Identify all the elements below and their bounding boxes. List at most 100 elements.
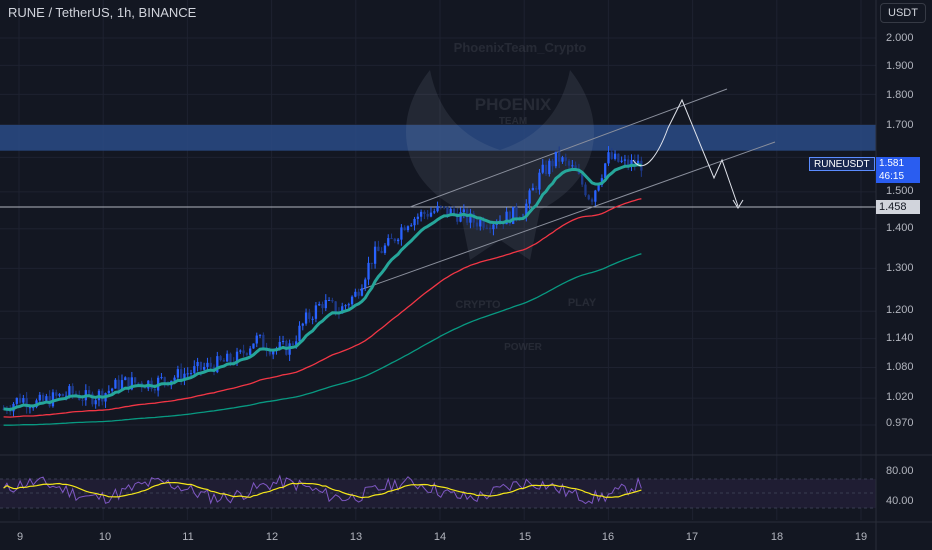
candle-body [193, 366, 196, 374]
x-tick-label: 14 [433, 531, 447, 543]
candle-body [574, 165, 577, 171]
candle-body [183, 373, 186, 381]
last-price-value: 1.581 [879, 158, 905, 169]
candle-body [153, 388, 157, 391]
watermark-text: POWER [504, 342, 543, 353]
candle-body [180, 369, 183, 381]
currency-button[interactable]: USDT [880, 3, 926, 23]
candle-body [423, 211, 426, 214]
candle-body [25, 398, 28, 408]
candle-body [314, 305, 318, 319]
candle-body [475, 222, 479, 227]
candle-body [252, 343, 255, 349]
x-tick-label: 19 [854, 531, 868, 543]
symbol-title: RUNE / TetherUS, 1h, BINANCE [8, 5, 197, 20]
candle-body [235, 351, 239, 364]
candle-body [242, 350, 245, 354]
candle-body [604, 163, 607, 179]
candle-body [403, 227, 406, 231]
candle-body [127, 377, 130, 390]
candle-body [22, 398, 25, 403]
candle-body [311, 318, 314, 320]
y-tick-label: 1.800 [886, 89, 914, 101]
candle-body [387, 238, 390, 246]
candle-body [419, 211, 423, 217]
y-tick-label: 1.080 [886, 361, 914, 373]
candle-body [68, 386, 71, 396]
candle-body [87, 390, 91, 394]
candle-body [51, 392, 55, 407]
candle-body [160, 377, 163, 379]
candle-body [255, 335, 258, 344]
candle-body [377, 246, 380, 252]
bar-countdown: 46:15 [879, 171, 905, 182]
candle-body [538, 172, 541, 190]
candle-body [196, 361, 199, 367]
candle-body [515, 206, 518, 218]
watermark-text: PhoenixTeam_Crypto [454, 40, 587, 55]
candle-body [32, 407, 35, 409]
candle-body [64, 395, 68, 397]
candle-body [558, 151, 561, 162]
watermark-text: TEAM [499, 116, 527, 127]
candle-body [364, 279, 367, 289]
candle-body [130, 377, 133, 390]
candle-body [107, 390, 110, 394]
candle-body [380, 251, 383, 253]
candle-body [45, 396, 48, 401]
candle-body [173, 377, 176, 381]
candle-body [258, 334, 262, 336]
phoenix-logo-icon [406, 70, 594, 260]
candle-body [439, 206, 442, 208]
candle-body [203, 366, 206, 370]
candle-body [308, 312, 311, 319]
candle-body [124, 377, 127, 381]
candle-body [551, 160, 554, 167]
candle-body [610, 152, 613, 159]
candle-body [216, 356, 219, 373]
candle-body [15, 397, 18, 404]
candle-body [393, 238, 396, 242]
candle-body [81, 399, 84, 401]
candle-body [370, 262, 373, 264]
candle-body [531, 187, 535, 191]
candle-body [222, 360, 226, 362]
candle-body [446, 206, 449, 216]
horizontal-level-tag: 1.458 [876, 200, 920, 214]
candle-body [38, 394, 41, 401]
candle-body [114, 379, 117, 389]
candle-body [176, 369, 180, 378]
watermark-text: PHOENIX [475, 95, 552, 114]
candle-body [262, 334, 265, 348]
candle-body [597, 184, 600, 191]
candle-body [456, 213, 459, 222]
candle-body [508, 211, 512, 224]
candle-body [133, 377, 137, 383]
watermark-text: CRYPTO [455, 299, 501, 311]
candle-body [327, 299, 331, 301]
candle-body [117, 379, 120, 390]
y-tick-label: 0.970 [886, 417, 914, 429]
candle-body [295, 341, 298, 345]
y-tick-label: 2.000 [886, 32, 914, 44]
candle-body [587, 195, 590, 200]
candle-body [571, 165, 574, 167]
candle-body [281, 340, 285, 342]
candle-body [383, 245, 387, 253]
candle-body [18, 397, 22, 403]
candle-body [620, 160, 623, 162]
candle-body [426, 213, 429, 217]
candle-body [94, 400, 97, 405]
candle-body [206, 362, 209, 367]
candle-body [512, 206, 515, 224]
candle-body [120, 380, 124, 390]
candle-body [324, 300, 327, 309]
ema-fast-line [3, 163, 642, 412]
candle-body [482, 219, 485, 228]
candle-body [318, 304, 321, 306]
candle-body [449, 208, 452, 216]
y-tick-label: 1.020 [886, 391, 914, 403]
candle-body [505, 211, 508, 225]
candle-body [61, 393, 64, 397]
